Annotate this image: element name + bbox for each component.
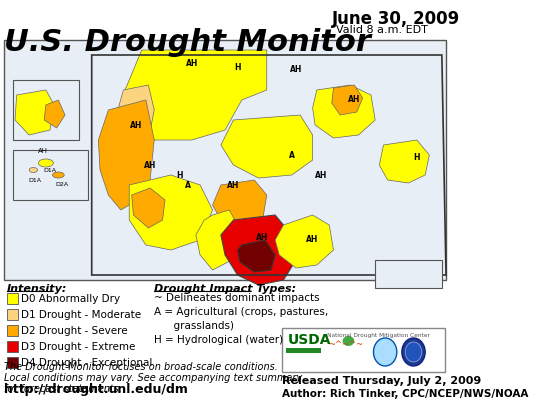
- Text: AH: AH: [315, 170, 327, 179]
- Bar: [375, 260, 442, 288]
- Bar: [4, 40, 446, 280]
- Polygon shape: [332, 85, 363, 115]
- Text: AH: AH: [38, 148, 49, 154]
- Text: H: H: [234, 64, 241, 73]
- Polygon shape: [12, 80, 79, 140]
- Text: Intensity:: Intensity:: [6, 284, 67, 294]
- Text: D2A: D2A: [55, 182, 68, 187]
- Circle shape: [402, 338, 425, 366]
- Polygon shape: [125, 50, 267, 140]
- Text: AH: AH: [144, 160, 156, 170]
- Polygon shape: [196, 210, 238, 270]
- Text: D0 Abnormally Dry: D0 Abnormally Dry: [21, 294, 120, 304]
- Text: June 30, 2009: June 30, 2009: [332, 10, 460, 28]
- Polygon shape: [275, 215, 334, 268]
- Bar: [286, 348, 321, 353]
- Text: AH: AH: [306, 235, 319, 245]
- Text: AH: AH: [227, 181, 240, 189]
- Text: D4 Drought - Exceptional: D4 Drought - Exceptional: [21, 358, 152, 368]
- Polygon shape: [15, 90, 54, 135]
- Text: D1A: D1A: [44, 168, 57, 173]
- Ellipse shape: [38, 159, 53, 167]
- Polygon shape: [132, 188, 165, 228]
- Bar: [6, 357, 17, 368]
- Polygon shape: [379, 140, 429, 183]
- Polygon shape: [12, 150, 87, 200]
- Polygon shape: [98, 100, 154, 210]
- Text: Valid 8 a.m. EDT: Valid 8 a.m. EDT: [336, 25, 428, 35]
- Text: National Drought Mitigation Center: National Drought Mitigation Center: [327, 333, 430, 338]
- Text: ~ Delineates dominant impacts: ~ Delineates dominant impacts: [154, 293, 320, 303]
- Bar: [282, 328, 445, 372]
- Polygon shape: [115, 85, 154, 150]
- Text: H: H: [176, 170, 183, 179]
- Polygon shape: [44, 100, 65, 128]
- Text: ~^~^~: ~^~^~: [328, 340, 363, 349]
- Text: D1 Drought - Moderate: D1 Drought - Moderate: [21, 310, 141, 320]
- Text: http://drought.unl.edu/dm: http://drought.unl.edu/dm: [4, 383, 188, 396]
- Text: AH: AH: [256, 233, 269, 243]
- Text: D1A: D1A: [29, 178, 42, 183]
- Polygon shape: [129, 175, 213, 250]
- Text: A: A: [185, 181, 191, 189]
- Circle shape: [374, 338, 397, 366]
- Text: A: A: [289, 150, 295, 160]
- Ellipse shape: [52, 172, 64, 178]
- Text: A = Agricultural (crops, pastures,: A = Agricultural (crops, pastures,: [154, 307, 328, 317]
- Text: Local conditions may vary. See accompanying text summary: Local conditions may vary. See accompany…: [4, 373, 302, 383]
- Text: D2 Drought - Severe: D2 Drought - Severe: [21, 326, 127, 336]
- Bar: [6, 309, 17, 320]
- Polygon shape: [313, 85, 375, 138]
- Text: AH: AH: [290, 66, 302, 75]
- Text: USDA: USDA: [288, 333, 331, 347]
- Text: Author: Rich Tinker, CPC/NCEP/NWS/NOAA: Author: Rich Tinker, CPC/NCEP/NWS/NOAA: [282, 389, 528, 399]
- Text: AH: AH: [186, 58, 198, 67]
- Text: grasslands): grasslands): [154, 321, 234, 331]
- Text: The Drought Monitor focuses on broad-scale conditions.: The Drought Monitor focuses on broad-sca…: [4, 362, 278, 372]
- Ellipse shape: [343, 336, 354, 346]
- Text: Released Thursday, July 2, 2009: Released Thursday, July 2, 2009: [282, 376, 481, 386]
- Text: for forecast statements.: for forecast statements.: [4, 384, 122, 394]
- Text: H = Hydrological (water): H = Hydrological (water): [154, 335, 284, 345]
- Text: Drought Impact Types:: Drought Impact Types:: [154, 284, 296, 294]
- Text: H: H: [414, 154, 420, 162]
- Text: U.S. Drought Monitor: U.S. Drought Monitor: [4, 28, 371, 57]
- Circle shape: [405, 342, 422, 362]
- Text: AH: AH: [130, 120, 142, 129]
- Polygon shape: [238, 240, 275, 272]
- Polygon shape: [213, 180, 267, 230]
- Text: AH: AH: [348, 96, 361, 104]
- Polygon shape: [221, 115, 313, 178]
- Polygon shape: [221, 215, 296, 285]
- Bar: [6, 325, 17, 336]
- Bar: [6, 293, 17, 304]
- Ellipse shape: [29, 168, 37, 172]
- Text: D3 Drought - Extreme: D3 Drought - Extreme: [21, 342, 135, 352]
- Bar: [6, 341, 17, 352]
